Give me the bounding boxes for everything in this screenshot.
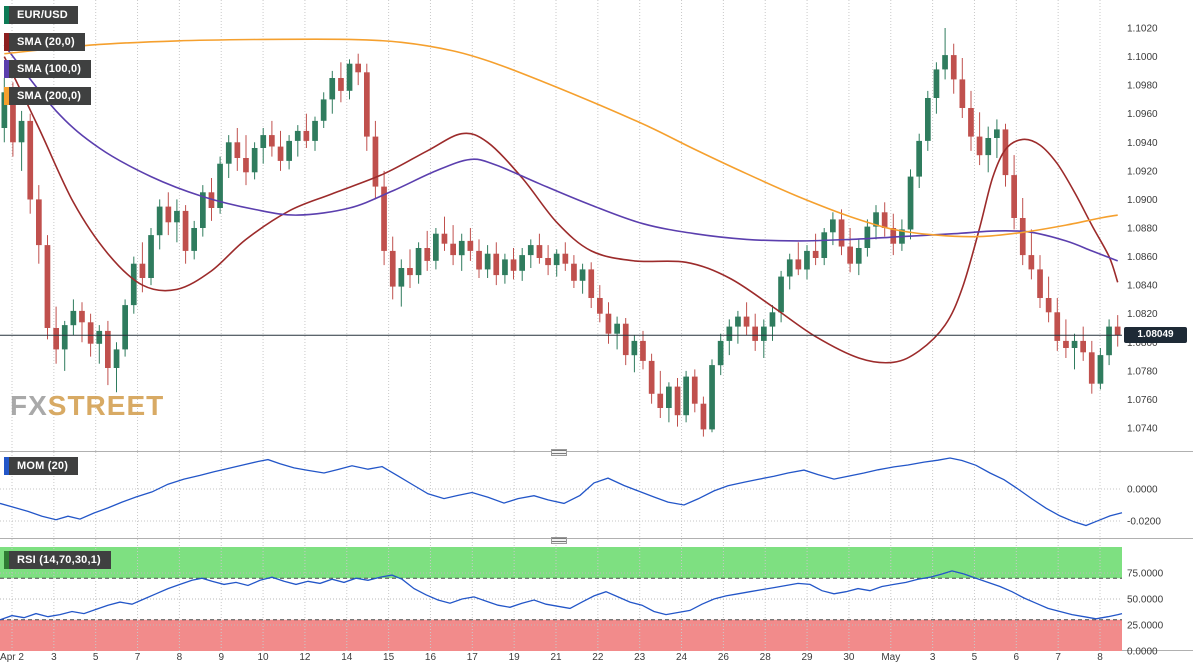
date-label: 10: [257, 652, 269, 663]
svg-text:1.0740: 1.0740: [1127, 424, 1158, 435]
date-label: 12: [299, 652, 311, 663]
date-label: 19: [508, 652, 520, 663]
mom-gridlines: [0, 452, 1122, 539]
svg-text:1.0880: 1.0880: [1127, 224, 1158, 235]
date-label: 29: [801, 652, 813, 663]
svg-text:25.0000: 25.0000: [1127, 621, 1164, 632]
date-label: 5: [92, 652, 99, 663]
date-label: 30: [843, 652, 855, 663]
sma200-label: SMA (200,0): [17, 90, 82, 102]
panel-splitter-handle-1[interactable]: [551, 449, 567, 456]
date-label: 8: [1097, 652, 1103, 663]
svg-text:50.0000: 50.0000: [1127, 595, 1164, 606]
price-chart-canvas[interactable]: 1.1020 1.1000 1.0980 1.0960 1.0940 1.0920 1.09…: [0, 0, 1193, 452]
svg-text:1.1020: 1.1020: [1127, 24, 1158, 35]
svg-text:75.0000: 75.0000: [1127, 569, 1164, 580]
date-label: 17: [466, 652, 478, 663]
momentum-panel: 0.0000 -0.0200 MOM (20): [0, 452, 1193, 539]
date-label: May: [881, 652, 901, 663]
sma20-label: SMA (20,0): [17, 36, 75, 48]
legend-item-sma20[interactable]: SMA (20,0): [4, 33, 85, 51]
date-label: 24: [675, 652, 688, 663]
rsi-oversold-band: [0, 619, 1122, 651]
legend-item-symbol[interactable]: EUR/USD: [4, 6, 78, 24]
rsi-panel: 75.0000 50.0000 25.0000 0.0000 RSI (14,70,3…: [0, 539, 1193, 658]
watermark-fx: FX: [10, 390, 48, 421]
price-axis-labels: 1.1020 1.1000 1.0980 1.0960 1.0940 1.0920 1.09…: [1127, 24, 1158, 435]
fxstreet-watermark: FXSTREET: [10, 390, 164, 422]
date-label: 3: [929, 652, 936, 663]
svg-text:1.0800: 1.0800: [1127, 338, 1158, 349]
rsi-indicator-badge[interactable]: RSI (14,70,30,1): [4, 551, 111, 569]
rsi-line: [0, 570, 1123, 621]
sma-line-1: [3, 44, 1118, 262]
momentum-indicator-label: MOM (20): [17, 460, 69, 472]
date-label: 3: [51, 652, 57, 663]
svg-text:1.0840: 1.0840: [1127, 281, 1158, 292]
svg-text:1.0960: 1.0960: [1127, 109, 1158, 120]
date-label: 26: [717, 652, 729, 663]
rsi-chart-canvas[interactable]: 75.0000 50.0000 25.0000 0.0000: [0, 539, 1193, 658]
date-label: 15: [383, 652, 395, 663]
date-label: 23: [634, 652, 646, 663]
watermark-street: STREET: [47, 390, 165, 421]
date-label: 22: [592, 652, 604, 663]
legend-item-sma200[interactable]: SMA (200,0): [4, 87, 92, 105]
svg-text:0.0000: 0.0000: [1127, 485, 1158, 496]
svg-text:1.0820: 1.0820: [1127, 309, 1158, 320]
legend: EUR/USD SMA (20,0) SMA (100,0) SMA (200,…: [4, 6, 92, 114]
date-label: 16: [424, 652, 437, 663]
svg-text:1.0920: 1.0920: [1127, 166, 1158, 177]
date-label: 5: [971, 652, 978, 663]
legend-item-sma100[interactable]: SMA (100,0): [4, 60, 92, 78]
date-label: 7: [1055, 652, 1061, 663]
date-label: Apr 2: [0, 652, 24, 663]
svg-text:1.0760: 1.0760: [1127, 395, 1158, 406]
rsi-indicator-label: RSI (14,70,30,1): [17, 554, 101, 566]
svg-text:1.0780: 1.0780: [1127, 366, 1158, 377]
symbol-label: EUR/USD: [17, 9, 68, 21]
momentum-indicator-badge[interactable]: MOM (20): [4, 457, 79, 475]
candles-layer: [1, 28, 1121, 437]
price-panel: 1.1020 1.1000 1.0980 1.0960 1.0940 1.0920 1.09…: [0, 0, 1193, 452]
main-gridlines: [11, 0, 1101, 452]
date-axis: Apr 2 3 5 7 8 9 10 12 14 15 16 17 19 21 22 23 24 26 28 29 30…: [0, 651, 1193, 664]
svg-text:1.0860: 1.0860: [1127, 252, 1158, 263]
date-label: 6: [1013, 652, 1020, 663]
rsi-gridlines: [0, 539, 1122, 651]
sma-line-2: [4, 38, 1118, 238]
svg-text:1.1000: 1.1000: [1127, 52, 1158, 63]
date-label: 21: [550, 652, 562, 663]
momentum-line: [0, 457, 1123, 527]
momentum-chart-canvas[interactable]: 0.0000 -0.0200: [0, 452, 1193, 539]
rsi-overbought-band: [0, 547, 1122, 579]
date-label: 28: [759, 652, 771, 663]
svg-text:0.0000: 0.0000: [1127, 647, 1158, 658]
date-label: 14: [341, 652, 353, 663]
svg-text:1.0900: 1.0900: [1127, 195, 1158, 206]
svg-text:1.0980: 1.0980: [1127, 81, 1158, 92]
date-label: 7: [134, 652, 141, 663]
panel-splitter-handle-2[interactable]: [551, 537, 567, 544]
svg-text:-0.0200: -0.0200: [1127, 517, 1161, 528]
sma100-label: SMA (100,0): [17, 63, 82, 75]
sma-line-0: [3, 56, 1119, 364]
last-price-badge: 1.08049: [1124, 327, 1187, 343]
svg-text:1.0940: 1.0940: [1127, 138, 1158, 149]
date-label: 9: [218, 652, 224, 663]
date-label: 8: [176, 652, 183, 663]
